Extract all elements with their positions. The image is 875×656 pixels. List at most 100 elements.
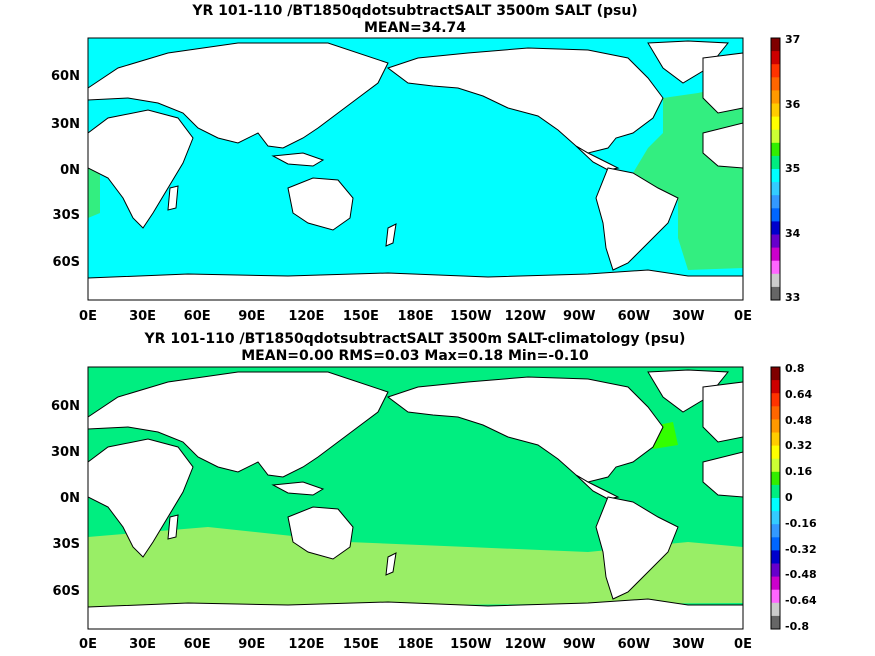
top-colorbar-swatch	[771, 169, 780, 183]
bottom-colorbar-label: 0.32	[785, 439, 813, 453]
bottom-colorbar-swatch	[771, 380, 780, 394]
top-lon-label: 120E	[288, 309, 325, 324]
top-colorbar-swatch	[771, 90, 780, 104]
bottom-colorbar-swatch	[771, 498, 780, 512]
bottom-colorbar-swatch	[771, 484, 780, 499]
top-colorbar-swatch	[771, 155, 780, 170]
top-colorbar-swatch	[771, 273, 780, 288]
bottom-lon-label: 0E	[79, 637, 97, 652]
top-title-line1: YR 101-110 /BT1850qdotsubtractSALT 3500m…	[192, 3, 638, 19]
bottom-colorbar-label: 0.64	[785, 387, 813, 401]
top-colorbar-label: 37	[785, 33, 801, 46]
bottom-lat-label: 0N	[60, 491, 80, 506]
bottom-lat-label: 30S	[52, 537, 80, 552]
top-colorbar-swatch	[771, 234, 780, 249]
top-lat-label: 60N	[51, 69, 80, 84]
top-map-frame	[87, 37, 744, 301]
bottom-colorbar	[770, 366, 781, 630]
top-colorbar-swatch	[771, 195, 780, 209]
top-colorbar-swatch	[771, 38, 780, 52]
bottom-colorbar-label: 0.16	[785, 465, 813, 479]
bottom-title-line2: MEAN=0.00 RMS=0.03 Max=0.18 Min=-0.10	[241, 348, 589, 364]
bottom-lon-label: 150E	[342, 637, 379, 652]
top-lon-label: 0E	[79, 309, 97, 324]
bottom-colorbar-swatch	[771, 471, 780, 486]
bottom-lon-label: 60W	[617, 637, 651, 652]
bottom-colorbar-swatch	[771, 458, 780, 473]
top-lon-label: 150E	[342, 309, 379, 324]
top-colorbar-swatch	[771, 260, 780, 275]
top-colorbar-swatch	[771, 116, 780, 131]
top-lat-label: 30S	[52, 208, 80, 223]
bottom-lon-label: 60E	[183, 637, 211, 652]
top-lon-label: 60W	[617, 309, 651, 324]
bottom-lat-label: 30N	[51, 445, 80, 460]
top-colorbar-label: 33	[785, 291, 801, 304]
bottom-colorbar-swatch	[771, 576, 780, 591]
top-colorbar-swatch	[771, 129, 780, 144]
bottom-colorbar-swatch	[771, 511, 780, 525]
bottom-lon-label: 90E	[238, 637, 266, 652]
bottom-colorbar-swatch	[771, 432, 780, 447]
top-lon-label: 90W	[563, 309, 596, 324]
top-lon-label: 60E	[183, 309, 211, 324]
top-lon-label: 180E	[397, 309, 434, 324]
bottom-lat-label: 60N	[51, 399, 80, 414]
top-colorbar-label: 35	[785, 162, 801, 175]
bottom-lon-label: 120E	[288, 637, 325, 652]
bottom-colorbar-swatch	[771, 563, 780, 578]
bottom-map-frame	[87, 366, 744, 630]
bottom-lon-label: 150W	[450, 637, 492, 652]
bottom-colorbar-swatch	[771, 393, 780, 407]
top-lon-label: 90E	[238, 309, 266, 324]
bottom-lon-label: 180E	[397, 637, 434, 652]
bottom-map	[87, 366, 744, 630]
bottom-colorbar-frame	[770, 366, 781, 630]
bottom-colorbar-swatch	[771, 367, 780, 381]
bottom-lon-label: 0E	[734, 637, 752, 652]
bottom-colorbar-swatch	[771, 615, 780, 630]
top-colorbar-swatch	[771, 208, 780, 222]
bottom-colorbar-swatch	[771, 406, 780, 420]
bottom-colorbar-label: 0	[785, 491, 793, 504]
top-colorbar-swatch	[771, 286, 780, 301]
top-colorbar-label: 34	[785, 226, 801, 240]
top-map	[87, 37, 744, 301]
bottom-colorbar-swatch	[771, 602, 780, 617]
top-lat-label: 60S	[52, 255, 80, 270]
bottom-colorbar-label: -0.32	[785, 542, 817, 556]
top-lon-label: 30W	[672, 309, 705, 324]
top-colorbar-swatch	[771, 182, 780, 196]
bottom-colorbar-swatch	[771, 524, 780, 538]
bottom-lon-label: 90W	[563, 637, 596, 652]
top-lon-label: 30E	[129, 309, 157, 324]
top-lon-label: 120W	[504, 309, 547, 324]
top-colorbar-swatch	[771, 51, 780, 65]
bottom-lat-label: 60S	[52, 584, 80, 599]
bottom-colorbar-label: 0.8	[785, 362, 805, 375]
bottom-colorbar-swatch	[771, 537, 780, 551]
bottom-title-line1: YR 101-110 /BT1850qdotsubtractSALT 3500m…	[144, 331, 686, 347]
top-colorbar-swatch	[771, 77, 780, 91]
bottom-colorbar-label: -0.64	[785, 594, 817, 608]
top-colorbar-swatch	[771, 103, 780, 118]
top-lat-label: 30N	[51, 117, 80, 132]
top-colorbar-swatch	[771, 142, 780, 157]
top-colorbar-swatch	[771, 221, 780, 235]
bottom-colorbar-swatch	[771, 445, 780, 460]
top-lon-label: 150W	[450, 309, 492, 324]
top-colorbar-swatch	[771, 64, 780, 78]
top-colorbar-frame	[770, 37, 781, 301]
top-title-line2: MEAN=34.74	[363, 20, 467, 36]
bottom-southern-positive-anomaly	[88, 527, 743, 607]
top-lon-label: 0E	[734, 309, 752, 324]
top-lat-label: 0N	[60, 163, 80, 178]
bottom-lon-label: 30W	[672, 637, 705, 652]
bottom-colorbar-label: -0.8	[785, 620, 810, 633]
top-high-salinity-region-west	[88, 166, 100, 218]
bottom-colorbar-swatch	[771, 589, 780, 604]
bottom-colorbar-swatch	[771, 550, 780, 564]
top-colorbar-swatch	[771, 247, 780, 262]
bottom-lon-label: 30E	[129, 637, 157, 652]
